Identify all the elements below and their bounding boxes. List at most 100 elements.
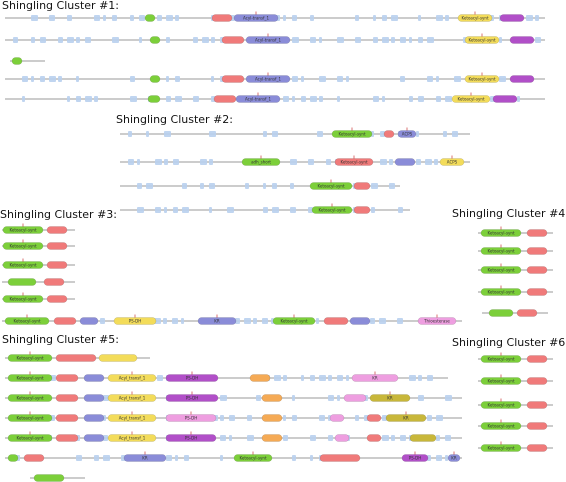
domain-label: Thioesterase	[423, 318, 450, 323]
domain-label: Acyl-transf_1	[245, 96, 271, 101]
domain-block-yellow: ACPS	[439, 155, 465, 166]
domain-block-yellow: Ketoacyl-synt	[457, 11, 493, 22]
domain-block-yellow: Acyl_transf_1	[107, 411, 157, 422]
domain-shape	[149, 75, 161, 83]
minor-feature-tick	[76, 96, 81, 102]
minor-feature-tick	[499, 76, 506, 82]
minor-feature-tick	[220, 395, 227, 401]
domain-block-green: Ketoacyl-synt	[7, 431, 53, 442]
cluster-title: Shingling Cluster #6:	[452, 336, 566, 349]
minor-feature-tick	[355, 415, 359, 421]
domain-shape	[213, 95, 237, 103]
minor-feature-tick	[76, 37, 80, 43]
domain-block-yellow: Ketoacyl-synt	[464, 33, 500, 44]
domain-block-red	[55, 434, 79, 442]
domain-block-pink	[334, 434, 350, 442]
minor-feature-tick	[263, 131, 267, 137]
minor-feature-tick	[326, 159, 331, 165]
domain-block-red	[221, 36, 245, 44]
minor-feature-tick	[445, 96, 452, 102]
minor-feature-tick	[400, 37, 406, 43]
minor-feature-tick	[211, 76, 214, 82]
domain-shape	[46, 226, 68, 234]
domain-block-green: Ketoacyl-synt	[233, 451, 273, 462]
domain-block-green: Ketoacyl-synt	[2, 292, 44, 303]
minor-feature-tick	[337, 395, 340, 401]
domain-block-red	[55, 394, 79, 402]
domain-block-red	[526, 444, 548, 452]
domain-label: Ketoacyl-synt	[16, 415, 43, 420]
minor-feature-tick	[436, 435, 440, 441]
minor-feature-tick	[209, 159, 213, 165]
domain-label: PS-DH	[129, 318, 141, 323]
minor-feature-tick	[49, 15, 55, 21]
domain-shape	[147, 95, 161, 103]
minor-feature-tick	[535, 15, 539, 21]
minor-feature-tick	[112, 15, 117, 21]
domain-block-blue: Acyl-transf_1	[233, 11, 279, 22]
domain-block-olive	[409, 434, 437, 442]
cluster-title: Shingling Cluster #2:	[116, 113, 233, 126]
domain-block-red	[383, 130, 395, 138]
minor-feature-tick	[445, 395, 452, 401]
domain-block-red	[43, 278, 65, 286]
minor-feature-tick	[418, 96, 424, 102]
minor-feature-tick	[103, 395, 109, 401]
minor-feature-tick	[200, 159, 207, 165]
minor-feature-tick	[94, 96, 98, 102]
domain-block-blue: Acyl-transf_1	[245, 72, 291, 83]
minor-feature-tick	[436, 96, 441, 102]
minor-feature-tick	[310, 96, 317, 102]
minor-feature-tick	[445, 15, 449, 21]
domain-block-green: Ketoacyl-synt	[309, 179, 353, 190]
minor-feature-tick	[292, 395, 295, 401]
minor-feature-tick	[452, 131, 458, 137]
domain-block-green: Ketoacyl-synt	[480, 226, 522, 237]
minor-feature-tick	[139, 37, 142, 43]
domain-block-pink	[329, 414, 345, 422]
minor-feature-tick	[418, 37, 423, 43]
domain-block-green: Ketoacyl-synt	[2, 223, 44, 234]
domain-label: Ketoacyl-synt	[16, 435, 43, 440]
domain-shape	[409, 434, 437, 442]
domain-block-pink: Thioesterase	[417, 314, 457, 325]
domain-label: Acyl-transf_1	[243, 15, 269, 20]
minor-feature-tick	[184, 455, 189, 461]
domain-block-green: Ketoacyl-synt	[7, 411, 53, 422]
domain-block-green	[7, 278, 37, 286]
minor-feature-tick	[67, 96, 70, 102]
domain-block-red	[526, 266, 548, 274]
domain-block-blue	[394, 158, 416, 166]
minor-feature-tick	[292, 76, 298, 82]
minor-feature-tick	[382, 435, 389, 441]
domain-label: Ketoacyl-synt	[9, 243, 36, 248]
domain-label: Ketoacyl-synt	[16, 395, 43, 400]
minor-feature-tick	[263, 207, 268, 213]
domain-block-green	[144, 14, 156, 22]
minor-feature-tick	[262, 318, 268, 324]
cluster-title: Shingling Cluster #3:	[0, 208, 117, 221]
domain-block-red	[526, 422, 548, 430]
minor-feature-tick	[382, 37, 389, 43]
domain-block-green: Ketoacyl-synt	[311, 203, 353, 214]
domain-shape	[509, 36, 535, 44]
domain-block-red: Ketoacyl-synt	[334, 155, 374, 166]
minor-feature-tick	[155, 159, 162, 165]
minor-feature-tick	[172, 318, 178, 324]
domain-block-red	[46, 295, 68, 303]
minor-feature-tick	[163, 318, 167, 324]
minor-feature-tick	[400, 435, 406, 441]
minor-feature-tick	[337, 37, 344, 43]
minor-feature-tick	[94, 455, 99, 461]
domain-block-green: Ketoacyl-synt	[7, 391, 53, 402]
minor-feature-tick	[418, 15, 421, 21]
minor-feature-tick	[308, 207, 313, 213]
minor-feature-tick	[182, 183, 187, 189]
minor-feature-tick	[283, 15, 286, 21]
minor-feature-tick	[310, 455, 313, 461]
domain-block-purple: PS-DH	[165, 391, 219, 402]
domain-label: KR	[451, 455, 457, 460]
minor-feature-tick	[67, 15, 72, 21]
minor-feature-tick	[274, 375, 281, 381]
domain-block-red	[46, 242, 68, 250]
